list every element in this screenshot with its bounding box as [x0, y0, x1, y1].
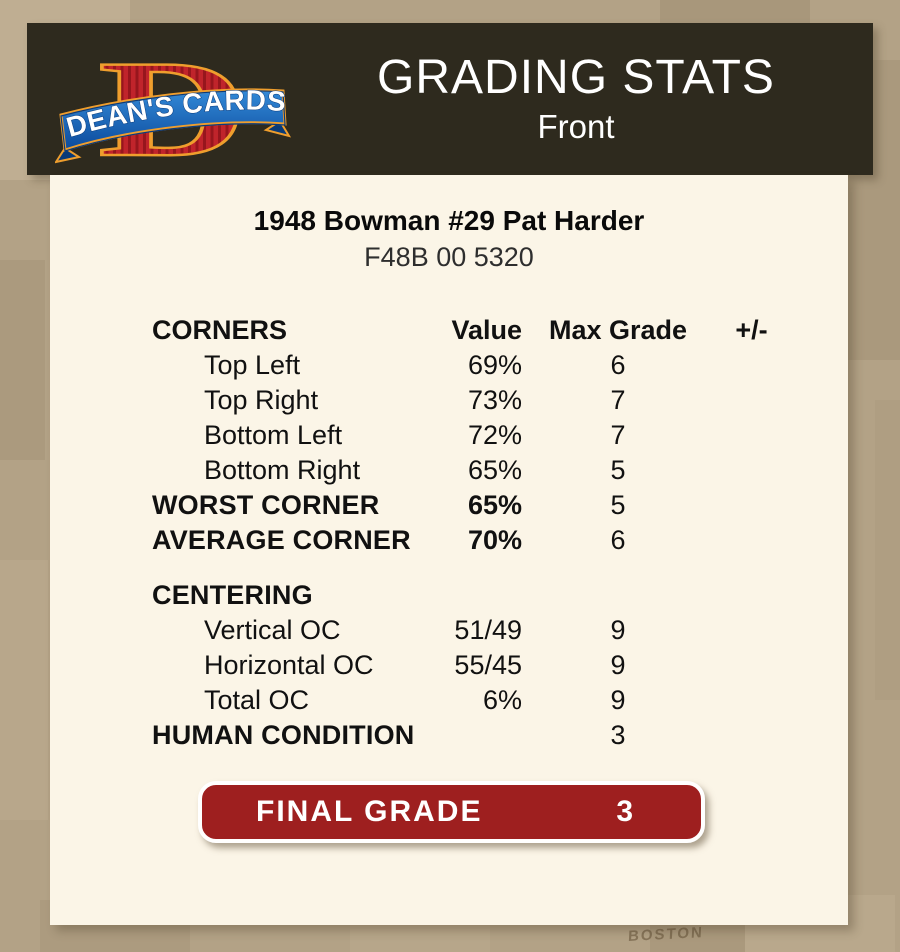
row-grade: 5: [610, 490, 626, 520]
deans-cards-logo-graphic: D DEAN'S CARDS: [55, 31, 291, 171]
row-grade: 6: [610, 525, 626, 555]
row-grade: 9: [610, 615, 626, 645]
row-label: Top Left: [204, 350, 301, 380]
row-grade: 3: [610, 720, 626, 750]
table-row: Vertical OC 51/49 9: [50, 613, 848, 648]
row-value: 69%: [467, 350, 522, 380]
row-label: Total OC: [204, 685, 310, 715]
row-label: Top Right: [204, 385, 319, 415]
row-label: Bottom Left: [204, 420, 343, 450]
deans-cards-logo[interactable]: D DEAN'S CARDS: [27, 23, 307, 175]
final-grade-button[interactable]: FINAL GRADE 3: [198, 781, 705, 843]
row-label: HUMAN CONDITION: [152, 720, 415, 750]
row-label: WORST CORNER: [152, 490, 380, 520]
column-header-corners: CORNERS: [152, 315, 288, 345]
row-value: 70%: [467, 525, 522, 555]
row-value: 73%: [467, 385, 522, 415]
table-section-centering: CENTERING: [50, 578, 848, 613]
table-row: Bottom Left 72% 7: [50, 418, 848, 453]
card-serial-number: F48B 00 5320: [364, 242, 534, 272]
page-title: GRADING STATS: [377, 51, 775, 104]
final-grade-label: FINAL GRADE: [256, 795, 483, 828]
table-row-average-corner: AVERAGE CORNER 70% 6: [50, 523, 848, 558]
row-label: Bottom Right: [204, 455, 361, 485]
header-titles: GRADING STATS Front: [307, 50, 873, 148]
column-header-max-grade: Max Grade: [548, 315, 688, 345]
row-value: 55/45: [454, 650, 522, 680]
row-label: AVERAGE CORNER: [152, 525, 411, 555]
background-card-text: BOSTON: [627, 923, 705, 946]
table-header-row: CORNERS Value Max Grade +/-: [50, 313, 848, 348]
table-row: Horizontal OC 55/45 9: [50, 648, 848, 683]
table-row: Top Right 73% 7: [50, 383, 848, 418]
row-value: 65%: [467, 490, 522, 520]
table-row: Top Left 69% 6: [50, 348, 848, 383]
table-row-worst-corner: WORST CORNER 65% 5: [50, 488, 848, 523]
row-value: 51/49: [454, 615, 522, 645]
row-grade: 9: [610, 650, 626, 680]
row-grade: 7: [610, 385, 626, 415]
grading-table: CORNERS Value Max Grade +/- Top Left 69%…: [50, 313, 848, 753]
header-bar: D DEAN'S CARDS GRADING STATS Front: [27, 23, 873, 175]
table-row: Bottom Right 65% 5: [50, 453, 848, 488]
row-grade: 6: [610, 350, 626, 380]
page-subtitle: Front: [537, 108, 615, 145]
final-grade-value: 3: [616, 795, 635, 828]
card-title: 1948 Bowman #29 Pat Harder: [253, 205, 645, 236]
row-value: 72%: [467, 420, 522, 450]
content-panel: 1948 Bowman #29 Pat Harder F48B 00 5320 …: [50, 175, 848, 925]
column-header-value: Value: [451, 315, 522, 345]
row-label: CENTERING: [152, 580, 313, 610]
row-grade: 5: [610, 455, 626, 485]
row-grade: 7: [610, 420, 626, 450]
row-label: Vertical OC: [204, 615, 341, 645]
table-row-human-condition: HUMAN CONDITION 3: [50, 718, 848, 753]
row-label: Horizontal OC: [204, 650, 374, 680]
row-value: 65%: [467, 455, 522, 485]
row-grade: 9: [610, 685, 626, 715]
row-value: 6%: [482, 685, 522, 715]
table-row: Total OC 6% 9: [50, 683, 848, 718]
column-header-plus-minus: +/-: [735, 315, 768, 345]
